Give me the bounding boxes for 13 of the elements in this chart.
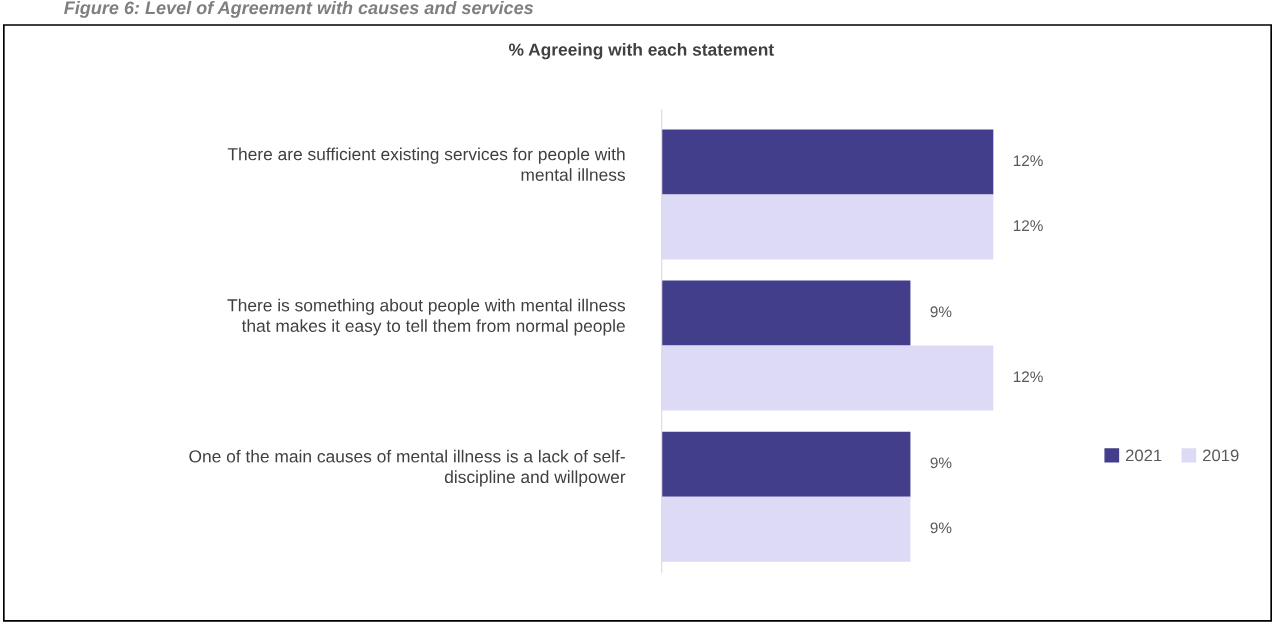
legend-label: 2021 <box>1125 449 1162 462</box>
data-label: 12% <box>1013 155 1043 166</box>
y-tick-label: One of the main causes of mental illness is a lack of self- discipline and willpower <box>189 449 626 487</box>
data-label: 12% <box>1013 220 1043 231</box>
y-tick-label: There is something about people with mental illness that makes it easy to tell them from normal people <box>227 298 626 336</box>
chart-title: % Agreeing with each statement <box>508 43 774 60</box>
y-tick-label: There are sufficient existing services for people with mental illness <box>227 147 625 181</box>
data-label: 12% <box>1013 371 1043 383</box>
data-label: 9% <box>930 522 952 534</box>
data-label: 9% <box>930 457 952 469</box>
caption: Figure 6: Level of Agreement with causes and services <box>64 0 534 18</box>
data-label: 9% <box>930 306 952 318</box>
legend-label: 2019 <box>1203 449 1239 462</box>
